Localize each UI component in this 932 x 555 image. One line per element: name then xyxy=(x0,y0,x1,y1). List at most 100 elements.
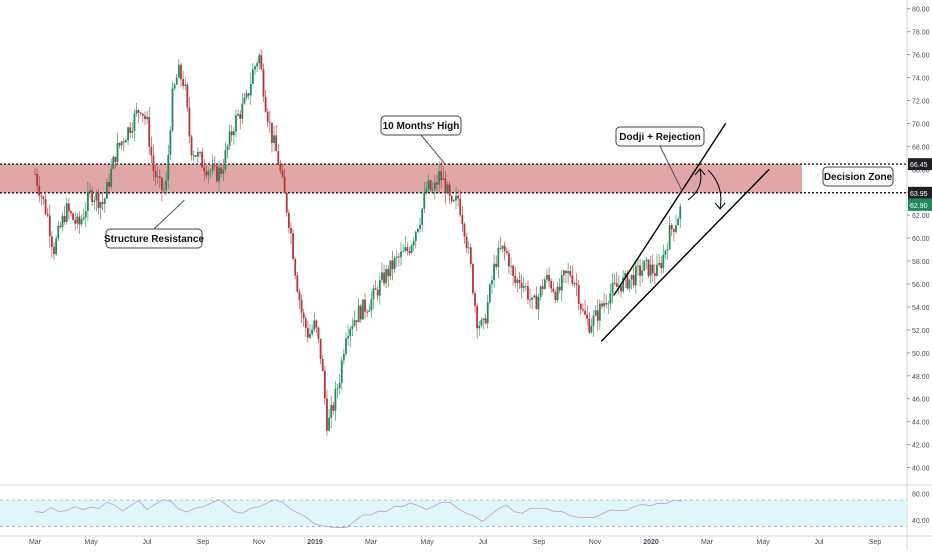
candle-body xyxy=(190,136,193,156)
candle-body xyxy=(598,303,601,321)
candle-body xyxy=(180,64,182,80)
candle-body xyxy=(108,181,110,187)
candle-body xyxy=(393,258,396,270)
x-tick-label: May xyxy=(756,539,770,546)
price-tag xyxy=(908,198,932,211)
candle-body xyxy=(656,264,658,276)
candle-body xyxy=(256,63,259,67)
candle-body xyxy=(317,327,320,339)
candle-body xyxy=(374,288,377,290)
candle-body xyxy=(440,171,443,181)
candle-body xyxy=(338,382,341,389)
candle-body xyxy=(254,66,256,70)
candle-body xyxy=(209,170,212,172)
candle-body xyxy=(556,286,559,301)
candle-body xyxy=(235,115,237,132)
candle-body xyxy=(510,265,512,267)
candle-body xyxy=(133,113,136,131)
candle-body xyxy=(177,64,180,78)
candle-body xyxy=(550,281,553,289)
candle-body xyxy=(298,291,301,300)
candle-body xyxy=(601,303,603,307)
channel-line-lower xyxy=(600,168,770,342)
candle-body xyxy=(518,279,521,283)
candle-body xyxy=(353,320,356,327)
candle-body xyxy=(474,293,476,306)
candle-body xyxy=(469,247,472,265)
callout-pointer xyxy=(153,199,185,230)
y-tick-label: 52.00 xyxy=(912,328,930,335)
candle-body xyxy=(450,195,453,202)
candle-body xyxy=(122,141,125,143)
candle-body xyxy=(59,225,62,228)
candle-body xyxy=(520,282,523,288)
candle-body xyxy=(512,265,515,276)
candle-body xyxy=(150,146,153,156)
candle-body xyxy=(40,195,43,197)
candle-body xyxy=(275,135,278,152)
price-tag-label: 62.90 xyxy=(910,203,928,210)
candle-body xyxy=(91,190,94,203)
y-tick-label: 60.00 xyxy=(912,236,930,243)
candle-body xyxy=(216,166,218,182)
candle-body xyxy=(173,84,176,89)
candle-body xyxy=(605,303,608,305)
candle-body xyxy=(516,279,519,283)
candle-body xyxy=(156,176,159,178)
candle-body xyxy=(241,103,244,119)
candle-body xyxy=(554,291,557,301)
candle-body xyxy=(268,121,271,123)
price-tag xyxy=(908,186,932,199)
candle-body xyxy=(294,258,297,276)
candle-body xyxy=(283,176,286,194)
candle-body xyxy=(271,122,273,143)
candle-body xyxy=(355,320,358,323)
candle-body xyxy=(258,55,261,64)
candle-body xyxy=(72,213,74,221)
candle-body xyxy=(112,156,115,169)
x-tick-label: May xyxy=(84,539,98,546)
candle-body xyxy=(300,299,303,313)
candle-body xyxy=(546,274,548,280)
candle-body xyxy=(228,131,231,147)
candle-body xyxy=(264,96,267,112)
candle-body xyxy=(586,314,589,319)
rsi-tick-label: 80.00 xyxy=(912,492,930,499)
candle-body xyxy=(533,295,536,298)
candle-body xyxy=(326,398,328,431)
candle-body xyxy=(372,288,375,300)
candle-body xyxy=(664,250,667,255)
candle-body xyxy=(281,170,284,177)
candle-body xyxy=(146,116,149,120)
candle-body xyxy=(573,283,576,285)
candle-body xyxy=(442,178,445,181)
candle-body xyxy=(74,220,77,224)
candle-body xyxy=(467,247,470,249)
candle-body xyxy=(531,297,534,300)
candle-body xyxy=(120,141,123,146)
candle-body xyxy=(637,265,639,267)
candle-body xyxy=(101,202,104,204)
candle-body xyxy=(577,284,580,304)
candle-body xyxy=(340,360,343,383)
candle-body xyxy=(630,275,633,280)
candle-body xyxy=(89,190,91,193)
candle-body xyxy=(342,353,345,361)
candle-body xyxy=(404,247,407,251)
x-tick-label: Jul xyxy=(479,539,488,546)
candle-body xyxy=(395,256,398,259)
candle-body xyxy=(63,216,66,222)
candle-body xyxy=(408,251,411,253)
candle-body xyxy=(357,305,360,323)
candle-body xyxy=(273,135,275,143)
candle-body xyxy=(332,405,335,411)
candle-body xyxy=(653,273,656,276)
candle-body xyxy=(626,273,629,289)
candle-body xyxy=(232,131,235,136)
candle-body xyxy=(514,275,517,283)
candle-body xyxy=(571,275,574,284)
candle-body xyxy=(417,229,419,232)
candle-body xyxy=(465,236,468,249)
candle-body xyxy=(218,167,220,182)
candle-body xyxy=(97,192,100,209)
